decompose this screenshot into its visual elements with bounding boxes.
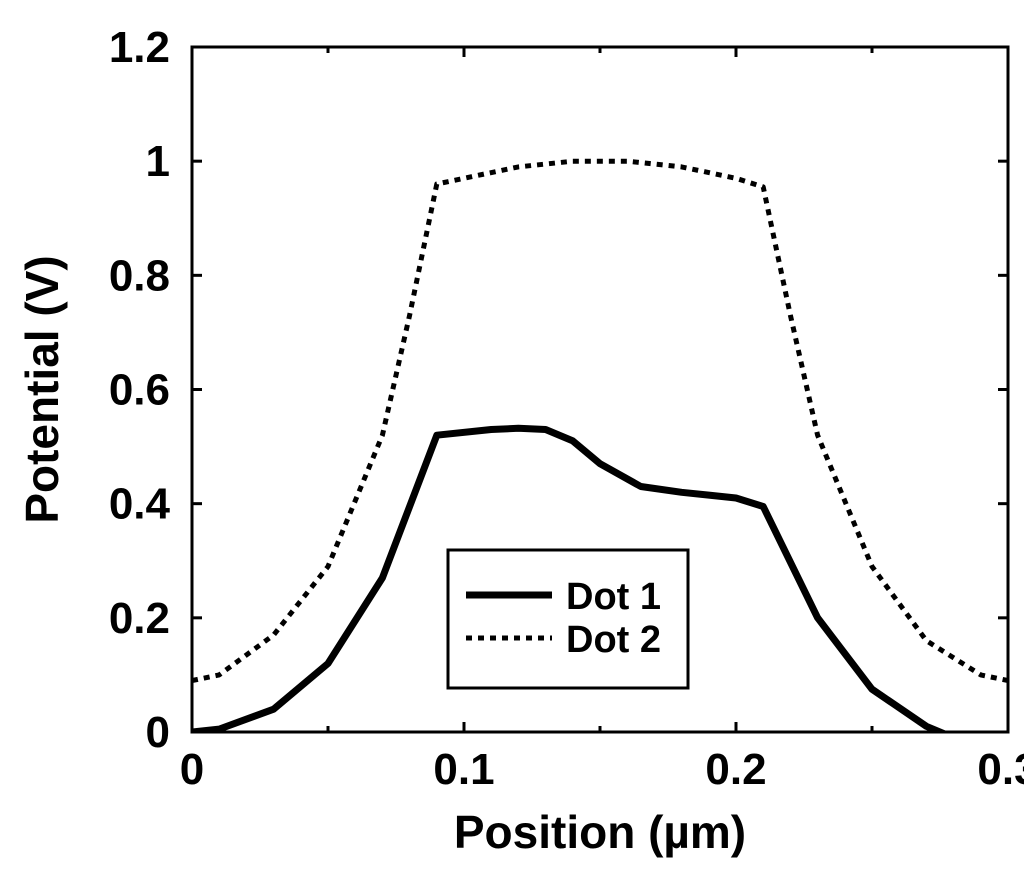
- series-line-dot-2: [192, 158, 1008, 684]
- plot-lines: [192, 158, 1008, 732]
- axis-ticks: [190, 45, 1010, 734]
- y-tick-label: 0.6: [109, 366, 170, 415]
- y-axis-label: Potential (V): [16, 255, 68, 523]
- series-line-dot-1: [192, 424, 950, 732]
- y-tick-label: 1.2: [109, 23, 170, 72]
- x-tick-label: 0.2: [705, 745, 766, 794]
- legend-box: [446, 548, 690, 690]
- legend-label-dot-2: Dot 2: [566, 619, 661, 661]
- y-tick-label: 0.2: [109, 594, 170, 643]
- legend: Dot 1 Dot 2: [446, 548, 690, 690]
- x-tick-label: 0.3: [977, 745, 1024, 794]
- legend-label-dot-1: Dot 1: [566, 576, 661, 618]
- x-tick-label: 0.1: [433, 745, 494, 794]
- x-tick-label: 0: [180, 745, 204, 794]
- y-tick-label: 0.4: [109, 480, 171, 529]
- x-axis-label: Position (µm): [454, 806, 746, 858]
- y-tick-label: 0.8: [109, 251, 170, 300]
- y-tick-label: 1: [146, 137, 170, 186]
- y-tick-label: 0: [146, 708, 170, 757]
- tick-labels: 0 0.1 0.2 0.3 0 0.2 0.4 0.6 0.8 1 1.2: [109, 23, 1024, 794]
